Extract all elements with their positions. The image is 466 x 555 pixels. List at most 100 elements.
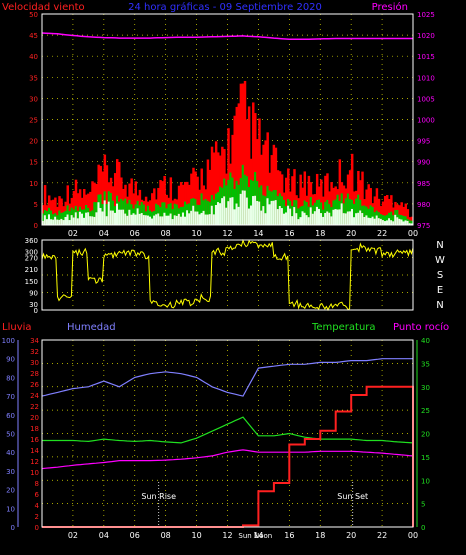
wind-gust-bar (216, 152, 220, 225)
wind-lull-bar (74, 212, 78, 225)
wind-average-bar (142, 204, 146, 225)
wind-average-bar (373, 212, 377, 225)
wind-gust-bar (221, 146, 224, 225)
wind-gust-bar (338, 159, 342, 225)
wind-average-bar (410, 220, 414, 225)
wind-lull-bar (241, 190, 245, 225)
wind-average-bar (212, 199, 216, 225)
wind-average-bar (130, 204, 133, 225)
wind-lull-bar (239, 193, 243, 225)
wind-lull-bar (344, 213, 348, 225)
wind-gust-bar (43, 185, 47, 225)
wind-lull-bar (295, 213, 298, 225)
wind-lull-bar (282, 213, 286, 225)
rain-header: Lluvia (2, 322, 32, 333)
wind-lull-bar (355, 213, 358, 225)
wind-lull-bar (340, 203, 344, 225)
wind-gust-bar (350, 153, 354, 225)
wind-lull-bar (169, 213, 173, 225)
rain-y-tick-label: 26 (30, 381, 39, 389)
wind-gust-bar (270, 155, 274, 225)
humidity-y-tick-label: 40 (6, 449, 15, 457)
wind-lull-bar (289, 208, 292, 225)
wind-lull-bar (285, 212, 288, 225)
x-tick-label: 04 (99, 531, 109, 540)
x-tick-label: 02 (68, 229, 78, 238)
wind-lull-bar (210, 205, 214, 225)
wind-gust-bar (390, 195, 393, 225)
wind-lull-bar (91, 216, 94, 225)
wind-average-bar (307, 206, 311, 225)
wind-lull-bar (107, 201, 111, 225)
wind-average-bar (171, 208, 175, 225)
rain-y-tick-label: 30 (30, 359, 39, 367)
compass-label: S (437, 270, 443, 281)
wind-lull-bar (161, 216, 164, 225)
wind-lull-bar (58, 219, 61, 225)
wind-lull-bar (221, 198, 224, 225)
wind-lull-bar (324, 212, 327, 225)
wind-gust-bar (159, 180, 162, 225)
wind-lull-bar (78, 211, 82, 225)
wind-average-bar (68, 211, 72, 225)
wind-average-bar (45, 211, 49, 225)
wind-lull-bar (62, 220, 65, 225)
x-tick-label: 08 (161, 531, 171, 540)
pressure-y-tick-label: 1020 (417, 32, 435, 40)
wind-lull-bar (252, 196, 255, 225)
wind-average-bar (282, 199, 286, 225)
rain-y-tick-label: 16 (30, 436, 39, 444)
wind-lull-bar (235, 203, 239, 225)
wind-lull-bar (116, 203, 119, 225)
wind-gust-bar (101, 171, 105, 225)
wind-y-tick-label: 45 (29, 32, 38, 40)
pressure-y-tick-label: 995 (417, 138, 430, 146)
wind-gust-bar (72, 190, 76, 225)
wind-average-bar (237, 184, 241, 225)
wind-lull-bar (272, 200, 276, 225)
pressure-y-tick-label: 1010 (417, 74, 435, 82)
wind-gust-bar (367, 184, 370, 225)
wind-gust-bar (324, 175, 327, 225)
rain-y-tick-label: 12 (30, 458, 39, 466)
wind-gust-bar (326, 173, 329, 225)
wind-lull-bar (157, 213, 160, 225)
x-tick-label: 16 (284, 531, 294, 540)
wind-gust-bar (243, 80, 247, 225)
wind-lull-bar (118, 209, 121, 225)
wind-lull-bar (398, 218, 401, 225)
pressure-y-tick-label: 1025 (417, 11, 435, 19)
wind-y-tick-label: 40 (29, 53, 38, 61)
wind-average-bar (146, 205, 150, 225)
compass-label: E (437, 285, 443, 296)
wind-lull-bar (350, 208, 354, 225)
wind-gust-bar (144, 196, 148, 225)
rain-y-tick-label: 6 (35, 491, 40, 499)
wind-gust-bar (381, 201, 385, 225)
wind-lull-bar (196, 211, 199, 225)
wind-lull-bar (334, 209, 337, 225)
x-tick-label: 16 (284, 229, 294, 238)
wind-gust-bar (375, 188, 379, 225)
pressure-y-tick-label: 975 (417, 222, 430, 230)
wind-average-bar (295, 200, 298, 225)
wind-average-bar (386, 214, 389, 225)
bottom-panel-frame (41, 339, 414, 528)
wind-lull-bar (260, 210, 263, 225)
x-tick-label: 22 (377, 229, 387, 238)
x-tick-label: 04 (99, 229, 109, 238)
x-tick-label: 14 (253, 229, 263, 238)
wind-gust-bar (315, 173, 319, 225)
x-tick-label: 08 (161, 229, 171, 238)
wind-gust-bar (91, 181, 94, 225)
wind-gust-bar (177, 185, 181, 225)
wind-lull-bar (181, 212, 185, 225)
wind-lull-bar (256, 200, 259, 225)
wind-lull-bar (342, 213, 346, 225)
wind-lull-bar (188, 213, 191, 225)
rain-y-tick-label: 22 (30, 403, 39, 411)
wind-lull-bar (276, 209, 280, 225)
wind-gust-bar (196, 176, 199, 225)
